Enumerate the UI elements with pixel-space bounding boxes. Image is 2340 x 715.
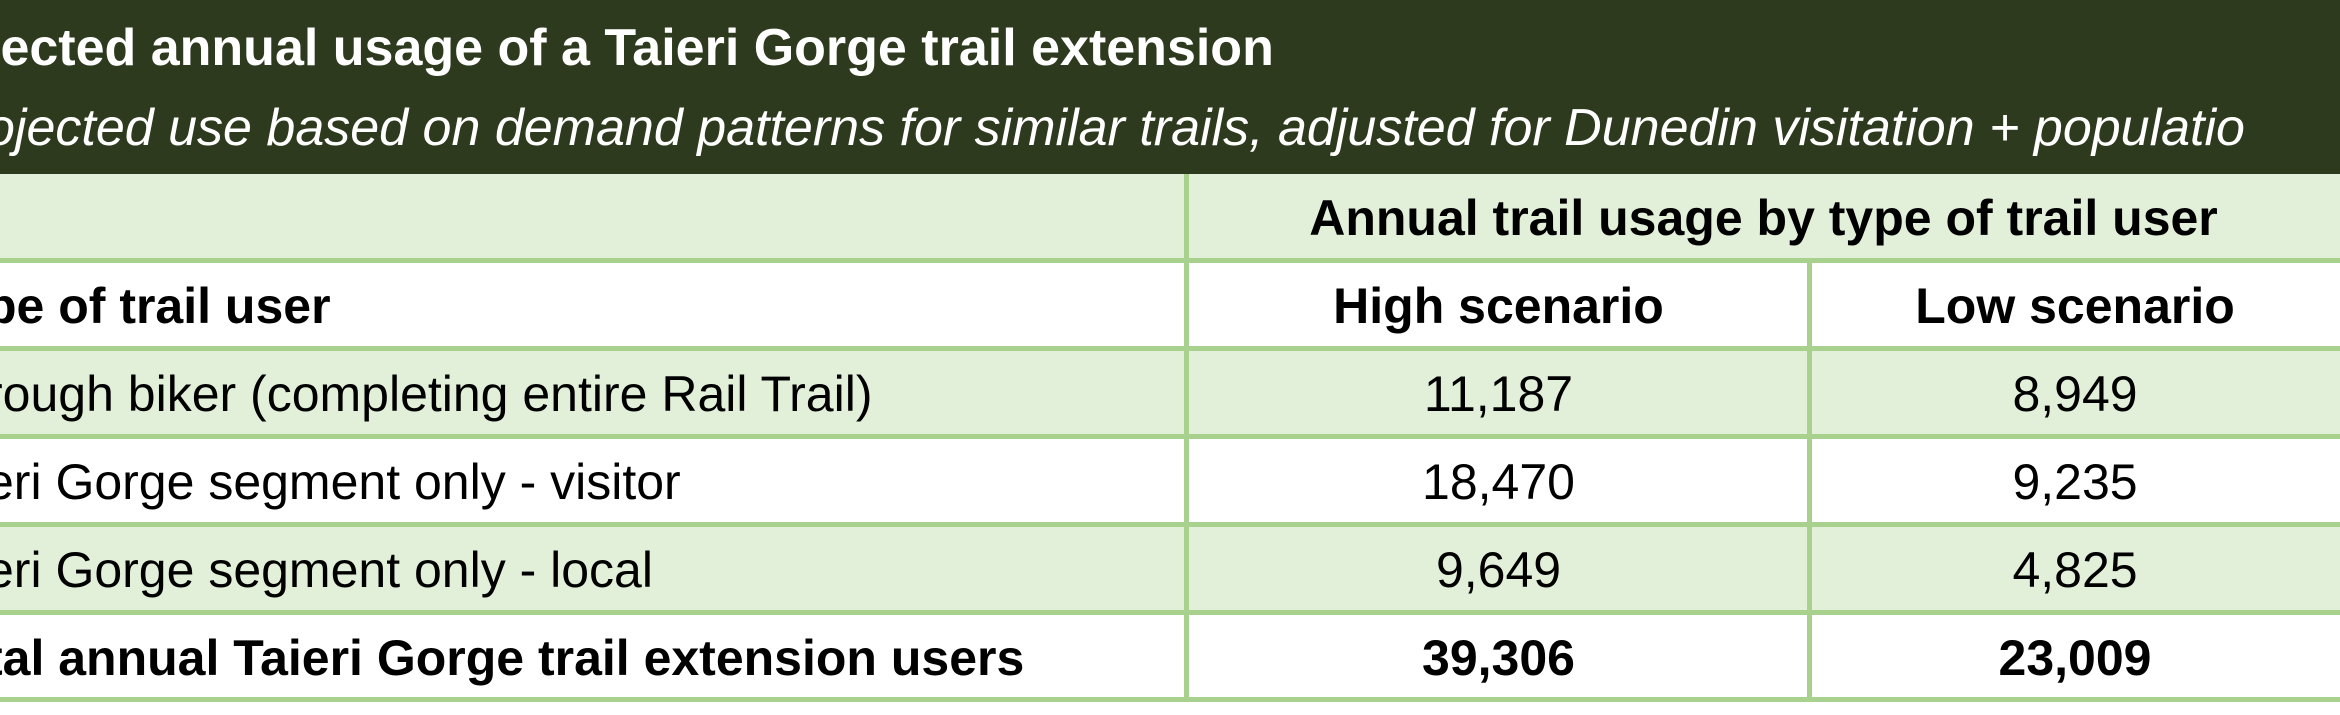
column-header-type: pe of trail user [0,278,331,334]
grid-line [1184,174,1189,702]
grid-line [0,610,2340,615]
row-low-value: 9,235 [2012,454,2138,510]
column-header-high: High scenario [1333,278,1664,334]
group-header: Annual trail usage by type of trail user [1309,190,2218,246]
row-low-value: 8,949 [2012,366,2138,422]
usage-table: Annual trail usage by type of trail user… [0,174,2340,702]
row-high-value: 11,187 [1423,366,1574,422]
row-high-value: 18,470 [1422,454,1575,510]
grid-line [0,258,2340,263]
page-subtitle: ojected use based on demand patterns for… [0,99,2245,157]
title-banner: jected annual usage of a Taieri Gorge tr… [0,0,2340,174]
grid-line [0,697,2340,702]
row-label: rough biker (completing entire Rail Trai… [0,366,873,422]
column-header-low: Low scenario [1915,278,2235,334]
row-label: eri Gorge segment only - local [0,542,653,598]
grid-line [1807,260,1812,702]
row-high-value: 9,649 [1435,542,1562,598]
grid-line [0,434,2340,439]
total-label: tal annual Taieri Gorge trail extension … [0,630,1025,686]
total-row [0,614,2340,702]
grid-line [0,522,2340,527]
table-row [0,526,2340,614]
row-label: eri Gorge segment only - visitor [0,454,681,510]
total-low-value: 23,009 [1998,630,2152,686]
table-row [0,350,2340,438]
total-high-value: 39,306 [1422,630,1575,686]
column-header-row [0,262,2340,350]
grid-line [0,346,2340,351]
row-low-value: 4,825 [2012,542,2138,598]
table-row [0,438,2340,526]
page-title: jected annual usage of a Taieri Gorge tr… [0,19,1274,77]
group-header-row [0,174,2340,262]
